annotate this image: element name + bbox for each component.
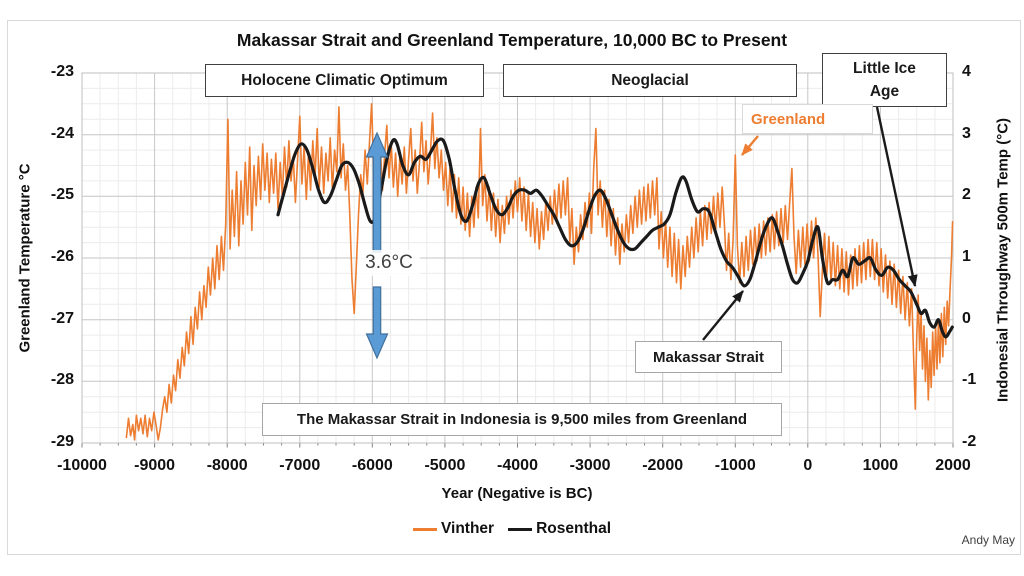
axis-tick-marks: [81, 443, 954, 448]
rosenthal-line-swatch: [508, 527, 533, 531]
makassar-strait-label: Makassar Strait: [635, 341, 782, 373]
y-right-tick-label: 0: [962, 309, 971, 327]
neoglacial-box: Neoglacial: [503, 64, 797, 97]
legend-label-vinther: Vinther: [440, 520, 495, 537]
x-tick-label: -2000: [642, 457, 684, 474]
info-box: The Makassar Strait in Indonesia is 9,50…: [262, 403, 782, 436]
legend-item-vinther: Vinther: [412, 520, 495, 538]
y-right-tick-label: 4: [962, 63, 971, 80]
x-tick-label: 2000: [935, 457, 971, 474]
makassar-strait-arrow: [702, 290, 744, 341]
y-left-tick-label: -25: [50, 186, 74, 204]
delta-arrow-up: [365, 131, 389, 253]
data-series: [125, 103, 954, 441]
series-line-vinther: [125, 103, 954, 441]
y-left-tick-label: -29: [50, 433, 74, 450]
series-line-rosenthal: [276, 137, 954, 339]
author-credit: Andy May: [961, 533, 1015, 547]
y-right-tick-label: 3: [962, 124, 971, 142]
x-tick-label: -3000: [569, 457, 611, 474]
x-tick-label: -7000: [279, 457, 321, 474]
legend-label-rosenthal: Rosenthal: [536, 520, 612, 537]
little-ice-age-arrow: [875, 106, 918, 287]
x-tick-label: 0: [803, 457, 813, 474]
y-left-tick-label: -23: [50, 63, 74, 80]
x-tick-label: -4000: [497, 457, 538, 474]
holocene-climatic-optimum-box: Holocene Climatic Optimum: [205, 64, 484, 97]
x-tick-label: -5000: [424, 457, 466, 474]
y-right-tick-label: -1: [962, 371, 977, 389]
x-tick-label: 1000: [862, 457, 899, 474]
little-ice-age-box: Little Ice Age: [822, 53, 947, 107]
x-tick-label: -6000: [351, 457, 393, 474]
x-tick-label: -8000: [206, 457, 248, 474]
vinther-line-swatch: [412, 527, 437, 531]
legend-item-rosenthal: Rosenthal: [508, 520, 611, 538]
delta-3-6c-label: 3.6°C: [358, 250, 420, 276]
y-left-tick-label: -24: [50, 124, 74, 142]
y-right-tick-label: -2: [962, 433, 977, 450]
x-tick-label: -10000: [57, 457, 107, 474]
x-tick-label: -9000: [134, 457, 176, 474]
y-left-tick-label: -27: [50, 309, 74, 327]
y-right-tick-label: 2: [962, 186, 971, 204]
greenland-arrow: [741, 135, 759, 156]
chart-title: Makassar Strait and Greenland Temperatur…: [236, 30, 788, 50]
delta-arrow-down: [365, 286, 389, 360]
greenland-series-label: Greenland: [742, 104, 873, 134]
x-axis-title: Year (Negative is BC): [441, 485, 593, 502]
y-left-tick-label: -26: [50, 248, 74, 265]
y-left-tick-label: -28: [50, 371, 74, 389]
x-tick-label: -1000: [714, 457, 756, 474]
y-right-tick-label: 1: [962, 248, 971, 265]
legend: Vinther Rosenthal: [0, 520, 1024, 538]
